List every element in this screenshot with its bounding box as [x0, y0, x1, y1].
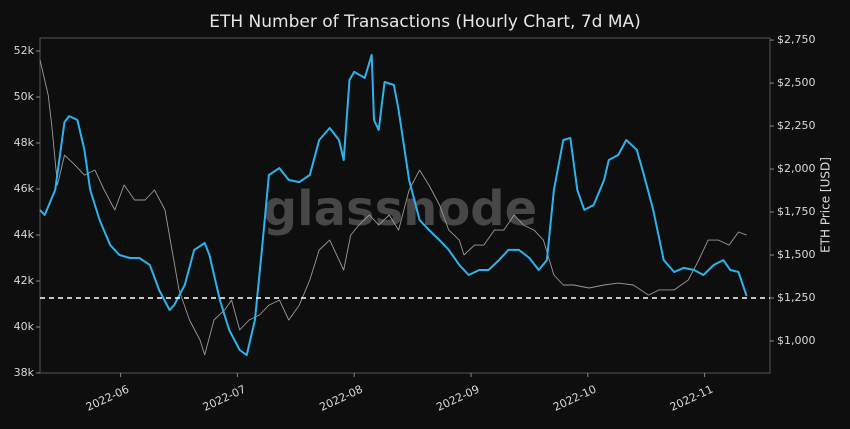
y-tick-label: 50k: [14, 90, 35, 103]
plot-frame: [39, 37, 771, 374]
y-tick-label: 44k: [14, 228, 35, 241]
y-tick-label: 42k: [14, 274, 35, 287]
y2-tick-label: $2,500: [777, 76, 816, 89]
y2-tick-label: $1,500: [777, 248, 816, 261]
y-tick-label: 52k: [14, 44, 35, 57]
price-line: [39, 59, 747, 356]
y2-tick-label: $1,250: [777, 291, 816, 304]
y2-axis-label: ETH Price [USD]: [819, 157, 833, 253]
y2-tick-label: $1,750: [777, 205, 816, 218]
y-tick-label: 40k: [14, 320, 35, 333]
chart-title: ETH Number of Transactions (Hourly Chart…: [209, 12, 641, 32]
y-tick-label: 46k: [14, 182, 35, 195]
y2-tick-label: $1,000: [777, 334, 816, 347]
watermark: glassnode: [263, 181, 537, 237]
transactions-line: [39, 53, 748, 357]
y2-tick-label: $2,750: [777, 33, 816, 46]
y-tick-label: 38k: [14, 366, 35, 379]
y2-tick-label: $2,250: [777, 119, 816, 132]
y2-tick-label: $2,000: [777, 162, 816, 175]
y-tick-label: 48k: [14, 136, 35, 149]
